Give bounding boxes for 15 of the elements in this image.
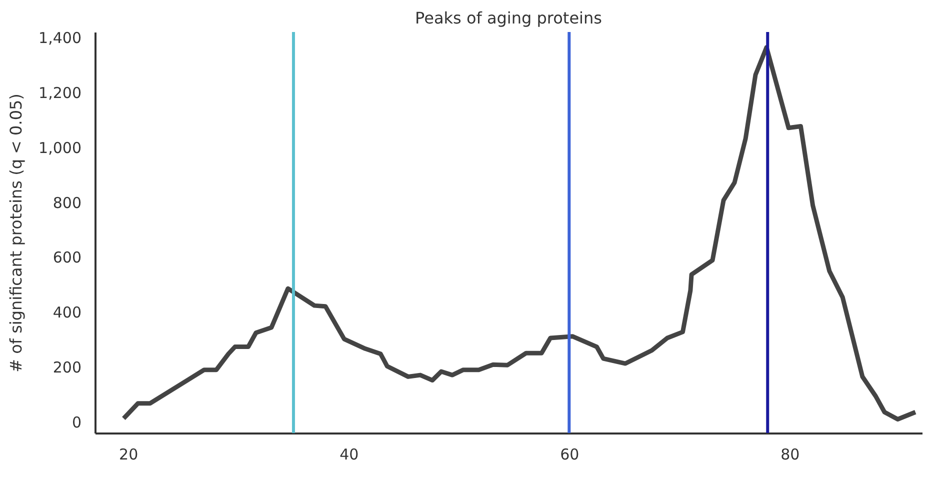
x-tick-label: 40 (340, 446, 359, 464)
y-tick-label: 0 (72, 414, 82, 432)
chart-title: Peaks of aging proteins (415, 8, 602, 28)
y-tick-label: 800 (52, 194, 82, 212)
y-tick-label: 600 (52, 248, 82, 267)
y-tick-label: 1,400 (38, 28, 82, 47)
x-tick-label: 60 (560, 446, 580, 464)
y-tick-label: 1,200 (38, 84, 82, 102)
y-axis-title: # of significant proteins (q < 0.05) (6, 94, 26, 372)
x-tick-label: 20 (119, 446, 138, 464)
x-tick-label: 80 (780, 446, 800, 464)
y-tick-label: 400 (52, 304, 82, 322)
line-series (121, 45, 918, 422)
y-tick-label: 200 (52, 358, 82, 377)
y-tick-label: 1,000 (38, 138, 82, 157)
